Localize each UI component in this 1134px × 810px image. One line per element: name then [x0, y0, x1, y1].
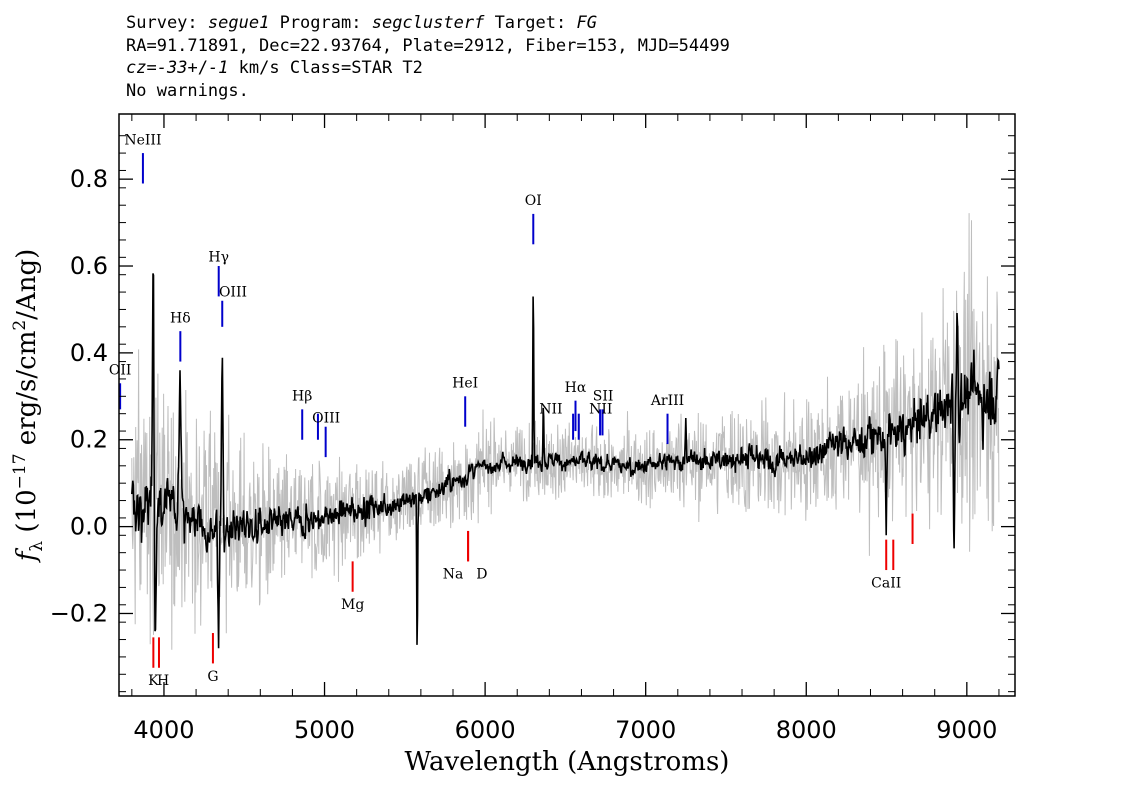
- survey-value: segue1: [207, 13, 270, 33]
- cz-equals: =: [146, 58, 157, 78]
- spectrum-header: Survey: segue1 Program: segclusterf Targ…: [126, 12, 730, 102]
- noise-spectrum-line: [131, 213, 1000, 650]
- emission-line-label: NeIII: [124, 132, 161, 148]
- emission-line-label: OI: [525, 193, 542, 209]
- emission-line-label: OIII: [219, 284, 247, 300]
- absorption-line-label: H: [157, 673, 169, 689]
- emission-line-label: Hγ: [208, 250, 229, 266]
- header-line-coordinates: RA=91.71891, Dec=22.93764, Plate=2912, F…: [126, 35, 730, 56]
- x-tick-label: 7000: [615, 716, 676, 744]
- flux-spectrum-line: [131, 273, 1000, 649]
- emission-line-label: SII: [593, 389, 614, 405]
- y-label-lambda: λ: [27, 541, 47, 552]
- absorption-line-label: K: [148, 673, 159, 689]
- y-label-units-b: erg/s/cm: [12, 331, 42, 454]
- x-axis-label: Wavelength (Angstroms): [405, 747, 730, 777]
- emission-line-label: Hα: [565, 380, 587, 396]
- cz-value: -33: [156, 58, 188, 78]
- y-tick-label: 0.8: [70, 165, 108, 193]
- emission-line-label: ArIII: [650, 393, 684, 409]
- y-tick-label: 0.4: [70, 339, 108, 367]
- cz-class: km/s Class=STAR T2: [228, 58, 423, 78]
- absorption-line-label: Na: [443, 567, 464, 583]
- survey-label: Survey:: [126, 13, 198, 33]
- absorption-line-label: G: [207, 669, 218, 685]
- program-value: segclusterf: [371, 13, 485, 33]
- header-line-warnings: No warnings.: [126, 80, 249, 101]
- y-label-sq: 2: [10, 320, 30, 331]
- emission-line-label: OIII: [312, 410, 340, 426]
- plot-frame: [118, 113, 1016, 697]
- y-tick-label: 0.0: [70, 513, 108, 541]
- emission-line-label: NII: [589, 402, 612, 418]
- program-label: Program:: [279, 13, 362, 33]
- x-tick-label: 8000: [776, 716, 837, 744]
- absorption-line-label: D: [476, 567, 487, 583]
- y-label-exp: −17: [10, 453, 30, 489]
- cz-label: cz: [126, 58, 147, 78]
- x-tick-label: 4000: [133, 716, 194, 744]
- cz-plus-minus: +/: [187, 58, 208, 78]
- y-tick-label: 0.2: [70, 426, 108, 454]
- axis-tick-labels: 4000 5000 6000 7000 8000 9000 −0.2 0.0 0.2 0.4 0.6…: [50, 165, 998, 744]
- emission-line-label: NII: [539, 402, 562, 418]
- target-value: FG: [576, 13, 597, 33]
- svg-text:fλ (10−17 erg/s/cm2/Ang): fλ (10−17 erg/s/cm2/Ang): [10, 249, 47, 564]
- x-tick-label: 5000: [294, 716, 355, 744]
- absorption-line-label: CaII: [871, 575, 901, 591]
- header-line-redshift: cz=-33+/-1 km/s Class=STAR T2: [126, 57, 730, 80]
- axis-ticks: [119, 114, 1015, 696]
- x-tick-label: 9000: [936, 716, 997, 744]
- y-label-units-c: /Ang): [12, 249, 42, 320]
- y-tick-label: −0.2: [50, 599, 108, 627]
- y-tick-label: 0.6: [70, 252, 108, 280]
- x-tick-label: 6000: [455, 716, 516, 744]
- emission-line-label: OII: [109, 363, 132, 379]
- emission-line-label: HeI: [452, 376, 478, 392]
- target-label: Target:: [494, 13, 567, 33]
- header-line-survey: Survey: segue1 Program: segclusterf Targ…: [126, 12, 730, 35]
- cz-error: -1: [207, 58, 229, 78]
- absorption-line-label: Mg: [341, 597, 364, 613]
- emission-line-label: Hβ: [292, 389, 312, 405]
- plot-area: [119, 153, 1000, 668]
- spectral-line-markers: [119, 153, 914, 668]
- y-label-units-a: (10: [12, 489, 42, 541]
- y-axis-label: fλ (10−17 erg/s/cm2/Ang): [10, 249, 47, 564]
- emission-line-label: Hδ: [170, 310, 191, 326]
